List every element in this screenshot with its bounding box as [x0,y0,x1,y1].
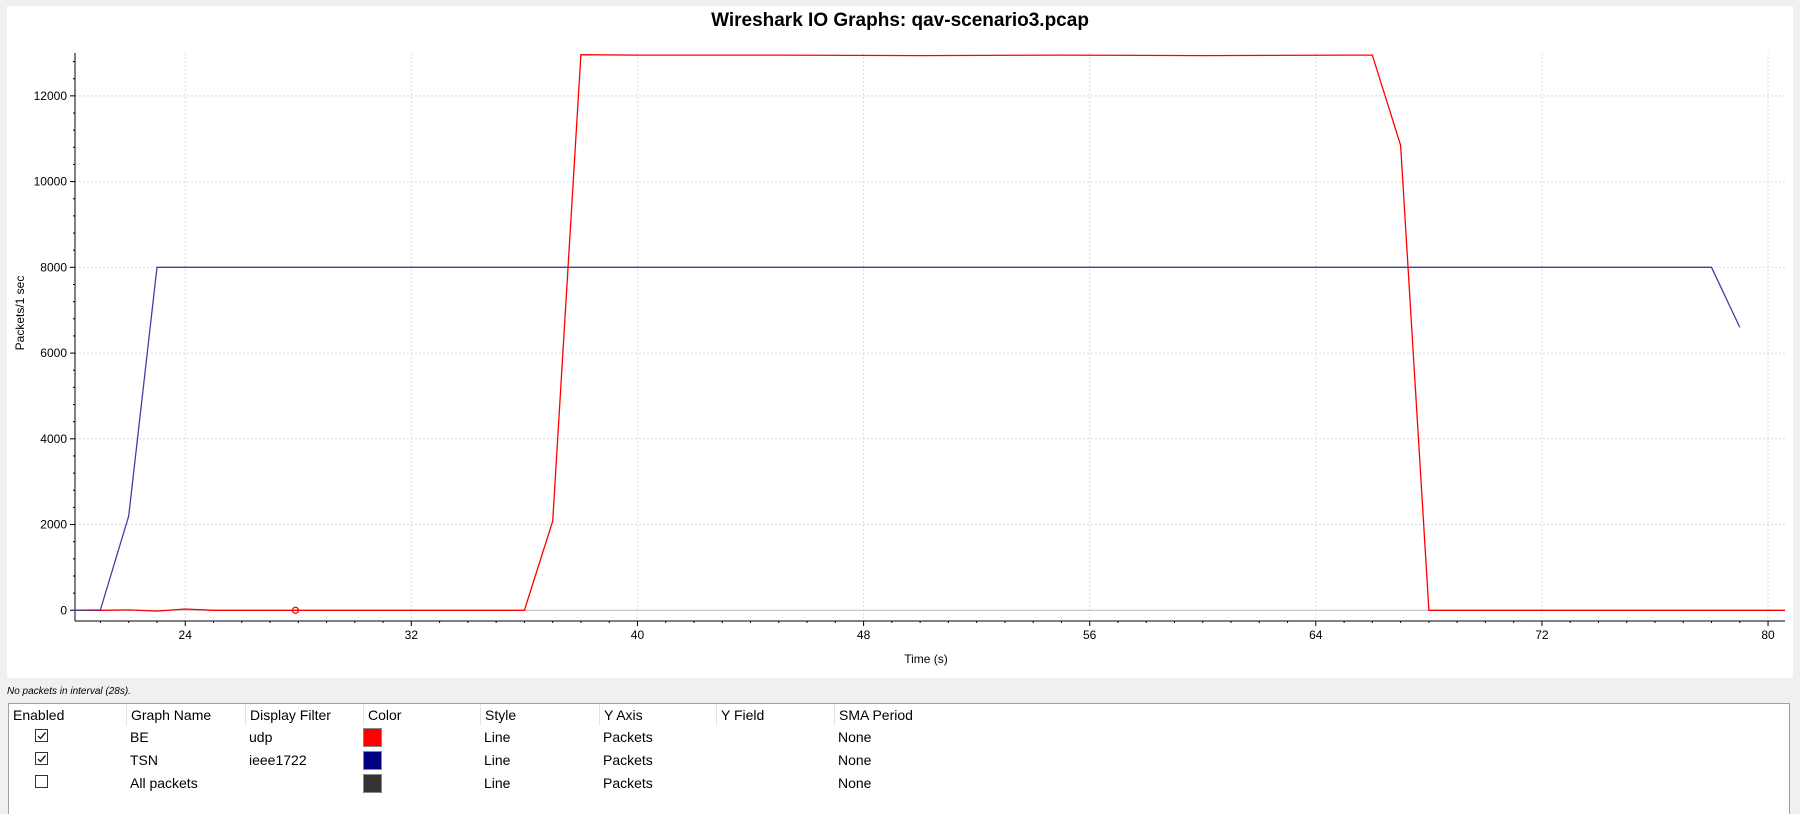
chart-title: Wireshark IO Graphs: qav-scenario3.pcap [711,10,1089,31]
x-tick-label: 64 [1309,628,1323,642]
color-swatch[interactable] [363,751,382,770]
y-axis-value[interactable]: Packets [603,775,653,791]
x-tick-label: 56 [1083,628,1097,642]
graph-name[interactable]: All packets [130,775,198,791]
table-row[interactable]: BE udp Line Packets None [9,726,1789,748]
interval-marker[interactable] [291,606,300,614]
checkmark-icon [37,755,47,763]
y-tick-label: 0 [60,603,67,617]
table-header: Enabled Graph Name Display Filter Color … [9,704,1789,726]
color-swatch[interactable] [363,728,382,747]
series-line-be[interactable] [72,54,1785,612]
column-header-color[interactable]: Color [363,704,401,726]
enabled-checkbox[interactable] [35,729,48,742]
enabled-checkbox[interactable] [35,752,48,765]
color-swatch[interactable] [363,774,382,793]
y-tick-label: 10000 [34,175,68,189]
graph-name[interactable]: TSN [130,752,158,768]
graph-table[interactable]: Enabled Graph Name Display Filter Color … [8,703,1790,814]
column-header-sma-period[interactable]: SMA Period [834,704,913,726]
y-tick-label: 2000 [40,518,67,532]
style-value[interactable]: Line [484,752,511,768]
style-value[interactable]: Line [484,775,511,791]
axes-layer: 24 32 40 48 56 64 72 80 0 2000 4000 6000 8000 10000 12… [34,53,1785,642]
y-axis-value[interactable]: Packets [603,729,653,745]
y-tick-label: 4000 [40,432,67,446]
y-tick-label: 12000 [34,89,68,103]
checkmark-icon [37,732,47,740]
table-row[interactable]: All packets Line Packets None [9,772,1789,794]
display-filter[interactable]: udp [249,729,273,745]
display-filter[interactable]: ieee1722 [249,752,307,768]
graph-panel[interactable]: 24 32 40 48 56 64 72 80 0 2000 4000 6000 8000 10000 12… [7,6,1793,678]
sma-period-value[interactable]: None [838,729,872,745]
x-tick-label: 24 [179,628,193,642]
y-tick-label: 8000 [40,260,67,274]
x-tick-label: 72 [1535,628,1549,642]
enabled-checkbox[interactable] [35,775,48,788]
table-row[interactable]: TSN ieee1722 Line Packets None [9,749,1789,771]
column-header-y-axis[interactable]: Y Axis [599,704,643,726]
column-header-style[interactable]: Style [480,704,516,726]
io-graph-plot[interactable]: 24 32 40 48 56 64 72 80 0 2000 4000 6000 8000 10000 12… [7,6,1793,678]
grid-layer [75,53,1785,621]
column-header-enabled[interactable]: Enabled [13,707,65,723]
y-axis-value[interactable]: Packets [603,752,653,768]
column-header-y-field[interactable]: Y Field [716,704,764,726]
x-tick-label: 32 [405,628,419,642]
sma-period-value[interactable]: None [838,752,872,768]
x-axis-label: Time (s) [904,652,948,666]
series-layer [72,54,1785,614]
x-tick-label: 80 [1761,628,1775,642]
x-tick-label: 40 [631,628,645,642]
y-tick-label: 6000 [40,346,67,360]
style-value[interactable]: Line [484,729,511,745]
graph-name[interactable]: BE [130,729,149,745]
column-header-graph-name[interactable]: Graph Name [126,704,211,726]
y-axis-label: Packets/1 sec [13,276,27,351]
column-header-display-filter[interactable]: Display Filter [245,704,331,726]
x-tick-label: 48 [857,628,871,642]
sma-period-value[interactable]: None [838,775,872,791]
series-line-tsn[interactable] [72,266,1741,611]
status-text: No packets in interval (28s). [7,686,131,697]
